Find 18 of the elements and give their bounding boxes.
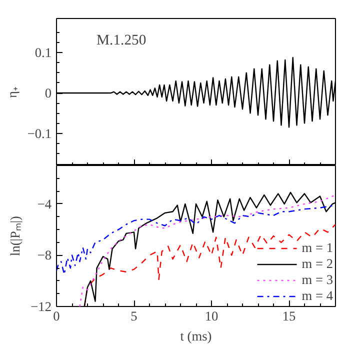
y-tick-label: −12 <box>30 299 52 314</box>
y-tick-label: −0.1 <box>27 126 52 141</box>
annotation: M.1.250 <box>96 32 146 48</box>
x-axis-title: t (ms) <box>180 328 212 344</box>
y-axis-title: ln(|Pₘ|) <box>8 216 23 256</box>
legend-label: m = 4 <box>302 288 333 304</box>
y-axis-title: η₊ <box>4 86 20 98</box>
legend-label: m = 3 <box>302 272 333 288</box>
y-tick-label: 0 <box>44 86 52 101</box>
legend-label: m = 2 <box>302 256 333 272</box>
line-series <box>56 204 336 276</box>
legend-label: m = 1 <box>302 240 333 256</box>
x-tick-label: 15 <box>282 308 296 324</box>
y-tick-label: −4 <box>37 196 52 212</box>
y-tick-label: 0.1 <box>34 45 52 60</box>
x-tick-label: 10 <box>204 308 218 324</box>
x-tick-label: 5 <box>130 308 138 324</box>
y-tick-label: −8 <box>37 248 52 263</box>
